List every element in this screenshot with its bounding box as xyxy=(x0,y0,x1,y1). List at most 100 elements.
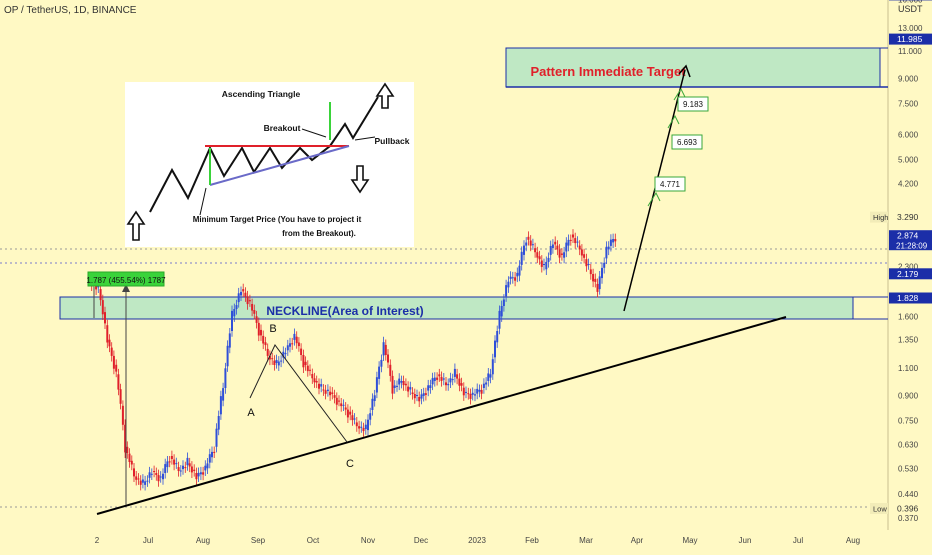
candle-body xyxy=(200,472,202,474)
y-tick-label: 7.500 xyxy=(898,100,919,109)
candle-body xyxy=(169,461,171,462)
candle-body xyxy=(280,361,282,362)
candle-body xyxy=(293,334,295,340)
candle-body xyxy=(249,300,251,301)
candle-body xyxy=(178,467,180,471)
candle-body xyxy=(585,259,587,266)
candle-body xyxy=(461,383,463,386)
candle-body xyxy=(434,378,436,381)
candle-body xyxy=(561,254,563,255)
candle-body xyxy=(592,274,594,281)
candle-body xyxy=(501,306,503,316)
candle-body xyxy=(374,395,376,401)
candle-body xyxy=(456,374,458,378)
candle-body xyxy=(403,381,405,385)
candle-body xyxy=(407,387,409,392)
candle-body xyxy=(298,343,300,347)
x-tick-label: Aug xyxy=(196,536,210,545)
measure-label: 1.787 (455.54%) 1787 xyxy=(86,276,166,285)
candle-body xyxy=(383,342,385,355)
candle-body xyxy=(597,284,599,292)
candle-body xyxy=(202,472,204,474)
candle-body xyxy=(231,311,233,331)
candle-body xyxy=(371,399,373,410)
candle-body xyxy=(380,360,382,367)
candle-body xyxy=(463,388,465,396)
candle-body xyxy=(398,379,400,385)
y-tick-label: 0.900 xyxy=(898,392,919,401)
candle-body xyxy=(570,240,572,241)
candle-body xyxy=(184,467,186,468)
candle-body xyxy=(429,385,431,388)
candle-body xyxy=(160,477,162,478)
candle-body xyxy=(507,282,509,288)
candle-body xyxy=(358,426,360,428)
x-tick-label: Oct xyxy=(307,536,320,545)
price-label-low: 0.396 xyxy=(897,504,919,514)
candle-body xyxy=(111,348,113,356)
candle-body xyxy=(142,480,144,483)
candle-body xyxy=(140,481,142,485)
x-tick-label: Apr xyxy=(631,536,644,545)
y-tick-label: 0.750 xyxy=(898,417,919,426)
candle-body xyxy=(291,343,293,344)
candle-body xyxy=(300,349,302,355)
candle-body xyxy=(240,292,242,296)
y-tick-label: 1.100 xyxy=(898,364,919,373)
candle-body xyxy=(418,397,420,401)
candle-body xyxy=(109,340,111,347)
candle-body xyxy=(158,475,160,481)
candle-body xyxy=(581,250,583,256)
candle-body xyxy=(514,277,516,280)
inset-target-line2: from the Breakout). xyxy=(282,229,356,238)
y-tick-label: 6.000 xyxy=(898,130,919,139)
candle-body xyxy=(267,349,269,356)
y-tick-label: 0.630 xyxy=(898,441,919,450)
candle-body xyxy=(465,392,467,393)
candle-body xyxy=(367,420,369,430)
candle-body xyxy=(236,305,238,309)
candle-body xyxy=(187,458,189,465)
candle-body xyxy=(476,389,478,394)
candle-body xyxy=(427,385,429,390)
candle-body xyxy=(594,279,596,282)
inset-breakout-label: Breakout xyxy=(264,123,301,133)
candle-body xyxy=(519,266,521,276)
candle-body xyxy=(572,235,574,238)
candle-body xyxy=(447,384,449,385)
candle-body xyxy=(211,452,213,457)
candle-body xyxy=(378,367,380,379)
candle-body xyxy=(327,390,329,391)
candle-body xyxy=(445,382,447,385)
candle-body xyxy=(441,377,443,381)
candle-body xyxy=(120,389,122,404)
candle-body xyxy=(347,410,349,418)
candle-body xyxy=(126,447,128,453)
candle-body xyxy=(262,336,264,344)
candle-body xyxy=(322,390,324,391)
candle-body xyxy=(603,263,605,268)
candle-body xyxy=(376,377,378,392)
candle-body xyxy=(443,378,445,379)
candle-body xyxy=(338,401,340,402)
candle-body xyxy=(195,473,197,479)
candle-body xyxy=(365,425,367,429)
candle-body xyxy=(271,358,273,359)
candle-body xyxy=(574,238,576,243)
currency-label: USDT xyxy=(898,4,923,14)
candle-body xyxy=(340,403,342,406)
candle-body xyxy=(309,370,311,371)
candle-body xyxy=(356,422,358,426)
ascending-triangle-inset: Ascending Triangle Breakout Pullback Min… xyxy=(125,82,414,247)
candle-body xyxy=(405,384,407,386)
candle-body xyxy=(599,276,601,289)
candle-body xyxy=(238,293,240,302)
candle-body xyxy=(454,369,456,377)
candle-body xyxy=(198,473,200,477)
candle-body xyxy=(166,461,168,467)
candle-body xyxy=(563,252,565,257)
x-tick-label: Dec xyxy=(414,536,428,545)
candle-body xyxy=(256,316,258,323)
